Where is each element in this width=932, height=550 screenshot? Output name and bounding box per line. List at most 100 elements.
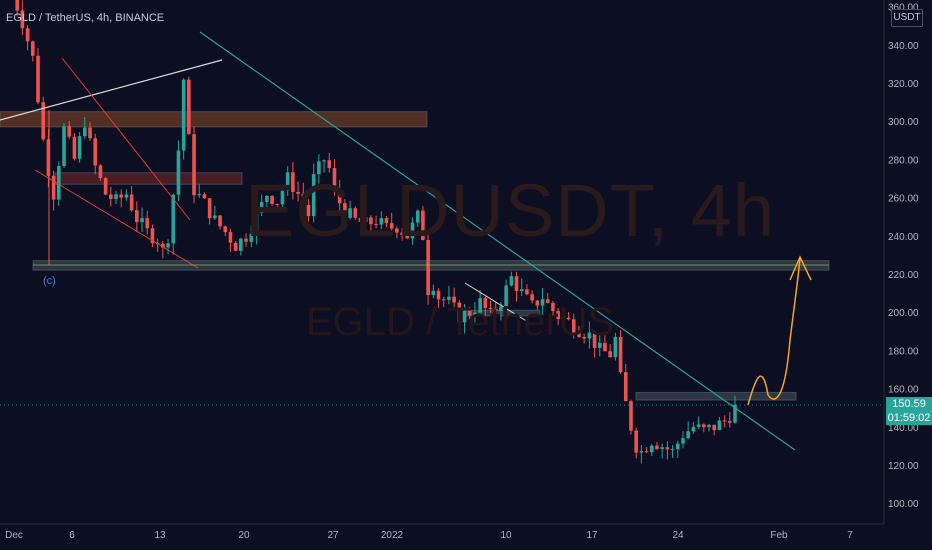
candle-body [150,228,155,244]
candle-body [655,445,659,449]
candle-body [83,127,87,137]
candle-body [540,299,545,306]
candle-body [343,203,347,218]
candle-body [467,310,472,316]
candle-body [514,276,519,291]
candle-body [337,189,342,204]
candle-body [675,443,680,450]
x-tick-label: 6 [69,530,75,541]
candle-body [499,306,503,311]
y-tick-label: 160.00 [888,385,919,396]
descending-trendline [199,31,796,451]
candle-body [509,276,514,286]
symbol-title[interactable]: EGLD / TetherUS, 4h, BINANCE [6,12,165,24]
candle-body [197,194,202,196]
currency-badge[interactable]: USDT [891,9,923,27]
candle-body [254,213,259,234]
candle-body [691,426,696,432]
y-tick-label: 280.00 [888,155,919,166]
candle-body [483,298,488,309]
candle-body [140,218,144,223]
candle-body [644,451,649,453]
candle-body [701,424,706,428]
time-axis[interactable]: Dec 6 13 20 27 2022 10 17 24 Feb 7 [0,523,884,541]
candle-body [98,165,103,179]
candle-body [244,238,248,242]
channel-lower-line [34,169,199,269]
candle-body [566,317,571,320]
candle-body [20,10,25,29]
y-tick-label: 100.00 [888,499,919,510]
candle-body [452,296,456,303]
x-tick-label: 27 [327,530,339,541]
y-tick-label: 140.00 [888,423,919,434]
projection-path [747,257,801,406]
price-axis-bg [884,0,932,550]
candle-body [603,342,607,352]
candle-body [577,333,581,337]
candle-body [301,193,306,205]
x-tick-label: 7 [847,530,853,541]
y-tick-label: 120.00 [888,461,919,472]
candle-body [436,290,441,300]
candle-body [405,234,410,239]
candle-body [421,210,425,241]
price-zone [0,111,428,128]
candle-body [712,424,716,431]
candle-body [571,319,576,334]
candle-body [587,332,592,339]
countdown-label: 01:59:02 [886,411,932,425]
candle-body [327,160,332,169]
candle-body [426,240,430,295]
candle-body [124,194,129,198]
candle-body [57,166,61,200]
candle-body [707,424,711,428]
x-tick-label: Dec [5,530,23,541]
candle-body [618,336,623,373]
candle-body [400,232,404,235]
candle-body [93,138,98,166]
candle-body [192,134,196,196]
candle-body [623,372,628,402]
price-axis[interactable]: 100.00 120.00 140.00 160.00 180.00 200.00 220.… [883,0,932,550]
candle-body [363,217,368,223]
last-price-label: 150.59 [886,397,932,411]
candle-body [696,424,701,427]
y-tick-label: 340.00 [888,41,919,52]
candle-body [296,191,300,194]
candle-body [119,194,124,198]
candle-body [369,217,373,225]
candle-body [317,161,321,175]
candle-body [36,55,40,103]
candles [15,0,737,464]
candle-body [135,210,139,223]
price-zone [54,172,243,185]
y-tick-label: 180.00 [888,346,919,357]
projection-arrowhead [789,255,812,281]
candle-body [51,175,56,200]
x-tick-label: Feb [770,530,788,541]
candle-body [592,332,597,348]
candle-body [103,178,108,195]
candle-body [519,289,524,291]
candle-body [275,203,280,205]
candle-body [15,0,20,11]
candle-body [545,299,550,303]
x-tick-label: 2022 [381,530,404,541]
candle-body [535,300,540,306]
x-tick-label: 13 [154,530,166,541]
candle-body [639,451,644,453]
candle-body [181,79,186,151]
wave-label: (c) [43,275,56,287]
price-zone [635,391,797,401]
candle-body [441,299,446,301]
candle-body [306,204,311,217]
candle-body [176,150,181,195]
candle-body [717,420,722,431]
candle-body [228,232,233,243]
watermark-symbol: EGLDUSDT, 4h [245,169,776,252]
support-resistance-zones [0,111,830,401]
y-tick-label: 360.00 [888,3,919,14]
candle-body [166,243,170,248]
